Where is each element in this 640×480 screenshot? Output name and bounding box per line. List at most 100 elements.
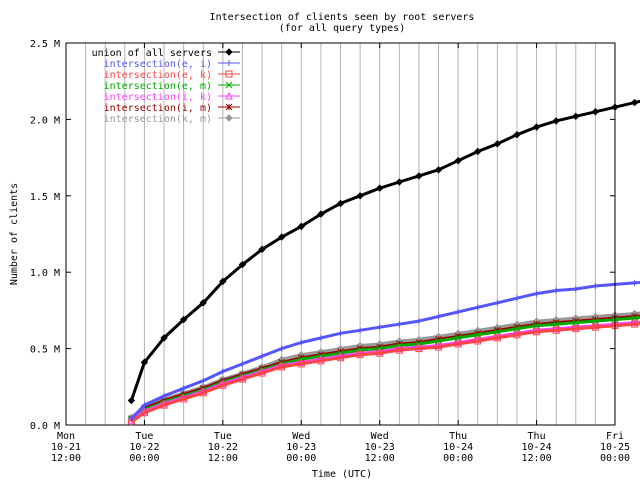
data-point (238, 260, 247, 269)
x-tick-label: Mon (57, 431, 75, 442)
legend-label: intersection(e, m) (104, 81, 212, 92)
data-point (396, 321, 403, 328)
data-point (357, 327, 364, 334)
data-point (376, 343, 384, 351)
data-point (395, 178, 404, 186)
data-point (337, 348, 344, 356)
data-point (277, 233, 286, 241)
x-tick-label: 12:00 (208, 453, 238, 464)
x-tick-label: 12:00 (522, 453, 552, 464)
data-point (493, 140, 502, 148)
series-line (130, 320, 640, 422)
data-point (317, 210, 325, 218)
legend-label: intersection(e, i) (104, 59, 212, 70)
data-point (474, 147, 482, 156)
data-point (435, 337, 442, 345)
data-point (297, 222, 305, 231)
data-point (317, 334, 324, 341)
data-point (199, 389, 207, 397)
x-axis: Mon10-2112:00Tue10-2200:00Tue10-2212:00W… (51, 43, 630, 464)
series-1 (128, 279, 640, 422)
data-point (298, 339, 305, 346)
x-tick-label: Wed (371, 431, 389, 442)
data-point (238, 375, 246, 383)
x-tick-label: 12:00 (51, 453, 81, 464)
chart-title: Intersection of clients seen by root ser… (210, 12, 475, 23)
legend-marker (225, 114, 233, 122)
legend-marker (225, 81, 233, 89)
x-tick-label: 10-24 (522, 442, 552, 453)
y-tick-label: 2.5 M (30, 39, 60, 50)
data-point (493, 334, 501, 342)
data-point (219, 381, 227, 389)
data-point (533, 320, 540, 328)
data-point (532, 123, 541, 131)
grid-lines (85, 43, 596, 425)
y-tick-label: 2.0 M (30, 115, 60, 126)
x-tick-label: 10-22 (208, 442, 238, 453)
data-point (533, 290, 540, 297)
legend-label: intersection(i, m) (104, 103, 212, 114)
x-tick-label: 00:00 (600, 453, 630, 464)
data-point (376, 324, 383, 331)
data-point (317, 357, 325, 365)
data-point (415, 172, 423, 180)
data-point (200, 377, 207, 384)
data-point (376, 349, 384, 357)
data-point (160, 401, 168, 409)
data-point (572, 286, 579, 293)
data-point (592, 282, 599, 289)
data-point (552, 326, 560, 334)
legend-marker (225, 103, 233, 111)
x-tick-label: Thu (449, 431, 467, 442)
legend-label: intersection(k, m) (104, 114, 212, 125)
data-point (435, 336, 442, 343)
data-point (435, 343, 443, 351)
data-point (278, 363, 286, 371)
y-axis: 0.0 M 0.5 M 1.0 M 1.5 M 2.0 M 2.5 M (30, 39, 615, 432)
x-tick-label: 10-21 (51, 442, 81, 453)
data-point (494, 326, 501, 334)
data-point (591, 108, 600, 116)
data-point (180, 395, 188, 403)
data-point (494, 299, 501, 306)
legend-marker (225, 48, 233, 56)
data-point (127, 396, 136, 405)
legend-marker (225, 70, 233, 78)
data-point (572, 112, 580, 121)
legend-label: intersection(e, k) (104, 70, 212, 81)
data-point (474, 331, 482, 339)
data-point (592, 317, 599, 325)
x-tick-label: 10-22 (129, 442, 159, 453)
data-point (219, 277, 227, 286)
data-point (533, 322, 540, 330)
x-tick-label: 12:00 (365, 453, 395, 464)
x-tick-label: 10-23 (286, 442, 316, 453)
data-point (337, 354, 344, 362)
x-tick-label: 10-25 (600, 442, 630, 453)
data-point (258, 245, 266, 253)
data-point (494, 328, 501, 336)
x-tick-label: Tue (135, 431, 153, 442)
data-point (435, 313, 442, 320)
data-point (513, 295, 520, 302)
data-point (415, 345, 423, 353)
y-tick-label: 0.0 M (30, 421, 60, 432)
data-point (356, 351, 364, 359)
x-tick-label: 00:00 (286, 453, 316, 464)
x-tick-label: Wed (292, 431, 310, 442)
series-line (130, 322, 640, 424)
chart-subtitle: (for all query types) (279, 23, 405, 34)
data-point (199, 299, 207, 307)
x-axis-label: Time (UTC) (312, 469, 372, 480)
y-tick-label: 0.5 M (30, 345, 60, 356)
data-point (454, 340, 462, 348)
legend-marker (225, 91, 233, 100)
data-point (297, 354, 305, 362)
x-tick-label: Fri (606, 431, 624, 442)
data-point (395, 346, 403, 354)
data-point (336, 199, 345, 208)
